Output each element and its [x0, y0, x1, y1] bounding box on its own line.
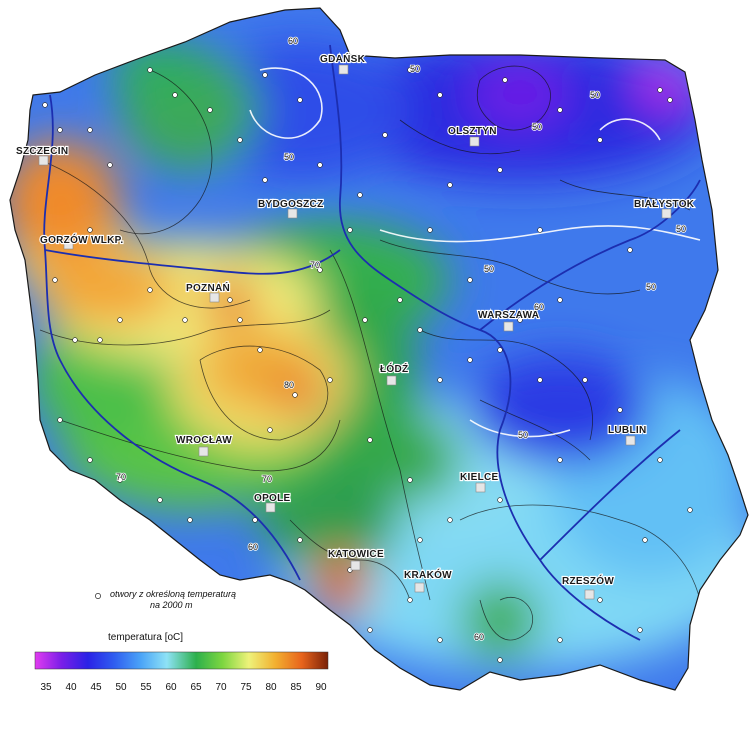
country-border	[9, 7, 749, 691]
contour-label: 50	[532, 122, 542, 132]
borehole-points	[42, 67, 693, 663]
city-label-bialystok: BIAŁYSTOK	[634, 199, 695, 210]
scale-tick-label: 35	[40, 682, 52, 693]
contour-label: 50	[284, 152, 294, 162]
contour-value-labels: 60 50 50 50 50 50 50 60 50 80 70 70 60 6…	[115, 35, 687, 643]
scale-tick-label: 60	[165, 682, 177, 693]
legend: otwory z określoną temperaturą na 2000 m…	[34, 589, 329, 693]
city-label-rzeszow: RZESZÓW	[562, 574, 614, 587]
city-label-gorzow: GORZÓW WLKP.	[40, 233, 123, 246]
rivers	[43, 44, 701, 641]
borehole-legend-icon	[95, 593, 101, 599]
contour-label: 50	[676, 224, 686, 234]
scale-tick-label: 50	[115, 682, 127, 693]
city-label-krakow: KRAKÓW	[404, 568, 452, 581]
contour-label: 60	[288, 36, 298, 46]
contour-label: 50	[410, 64, 420, 74]
color-scale-bar	[34, 651, 329, 670]
city-label-lublin: LUBLIN	[608, 425, 646, 436]
san-river	[539, 429, 681, 561]
legend-boreholes-line1: otwory z określoną temperaturą	[110, 589, 236, 599]
scale-tick-label: 75	[240, 682, 252, 693]
color-scale-ticks: 35 40 45 50 55 60 65 70 75 80 85 90	[40, 682, 327, 693]
city-label-lodz: ŁÓDŹ	[380, 362, 408, 375]
scale-tick-label: 80	[265, 682, 277, 693]
contour-label: 70	[262, 474, 272, 484]
legend-title: temperatura [oC]	[108, 632, 183, 643]
contour-label: 60	[474, 632, 484, 642]
scale-tick-label: 40	[65, 682, 77, 693]
scale-tick-label: 70	[215, 682, 227, 693]
city-label-olsztyn: OLSZTYN	[448, 126, 497, 137]
city-labels: GDAŃSK SZCZECIN OLSZTYN BYDGOSZCZ BIAŁYS…	[15, 51, 696, 588]
contour-label: 50	[590, 90, 600, 100]
contour-label: 50	[646, 282, 656, 292]
contour-label: 70	[310, 260, 320, 270]
contour-label: 50	[484, 264, 494, 274]
city-label-kielce: KIELCE	[460, 472, 498, 483]
scale-tick-label: 65	[190, 682, 202, 693]
city-label-szczecin: SZCZECIN	[16, 146, 68, 157]
city-markers	[38, 64, 672, 600]
bug-narew-river	[479, 179, 701, 331]
contour-label: 50	[518, 430, 528, 440]
scale-tick-label: 55	[140, 682, 152, 693]
city-label-warszawa: WARSZAWA	[478, 310, 539, 321]
contour-label: 60	[248, 542, 258, 552]
major-contours	[249, 67, 701, 438]
scale-tick-label: 45	[90, 682, 102, 693]
legend-boreholes-line2: na 2000 m	[150, 600, 193, 610]
scale-tick-label: 85	[290, 682, 302, 693]
contour-label: 70	[116, 472, 126, 482]
contour-label: 60	[534, 302, 544, 312]
city-label-bydgoszcz: BYDGOSZCZ	[258, 199, 323, 210]
warta-river	[44, 249, 341, 275]
contour-label: 80	[284, 380, 294, 390]
oder-river	[43, 94, 301, 581]
city-label-opole: OPOLE	[254, 493, 291, 504]
city-label-gdansk: GDAŃSK	[320, 52, 366, 65]
city-label-katowice: KATOWICE	[328, 549, 384, 560]
contour-lines	[39, 65, 701, 641]
city-label-poznan: POZNAŃ	[186, 281, 230, 294]
city-label-wroclaw: WROCŁAW	[176, 435, 232, 446]
scale-tick-label: 90	[315, 682, 327, 693]
